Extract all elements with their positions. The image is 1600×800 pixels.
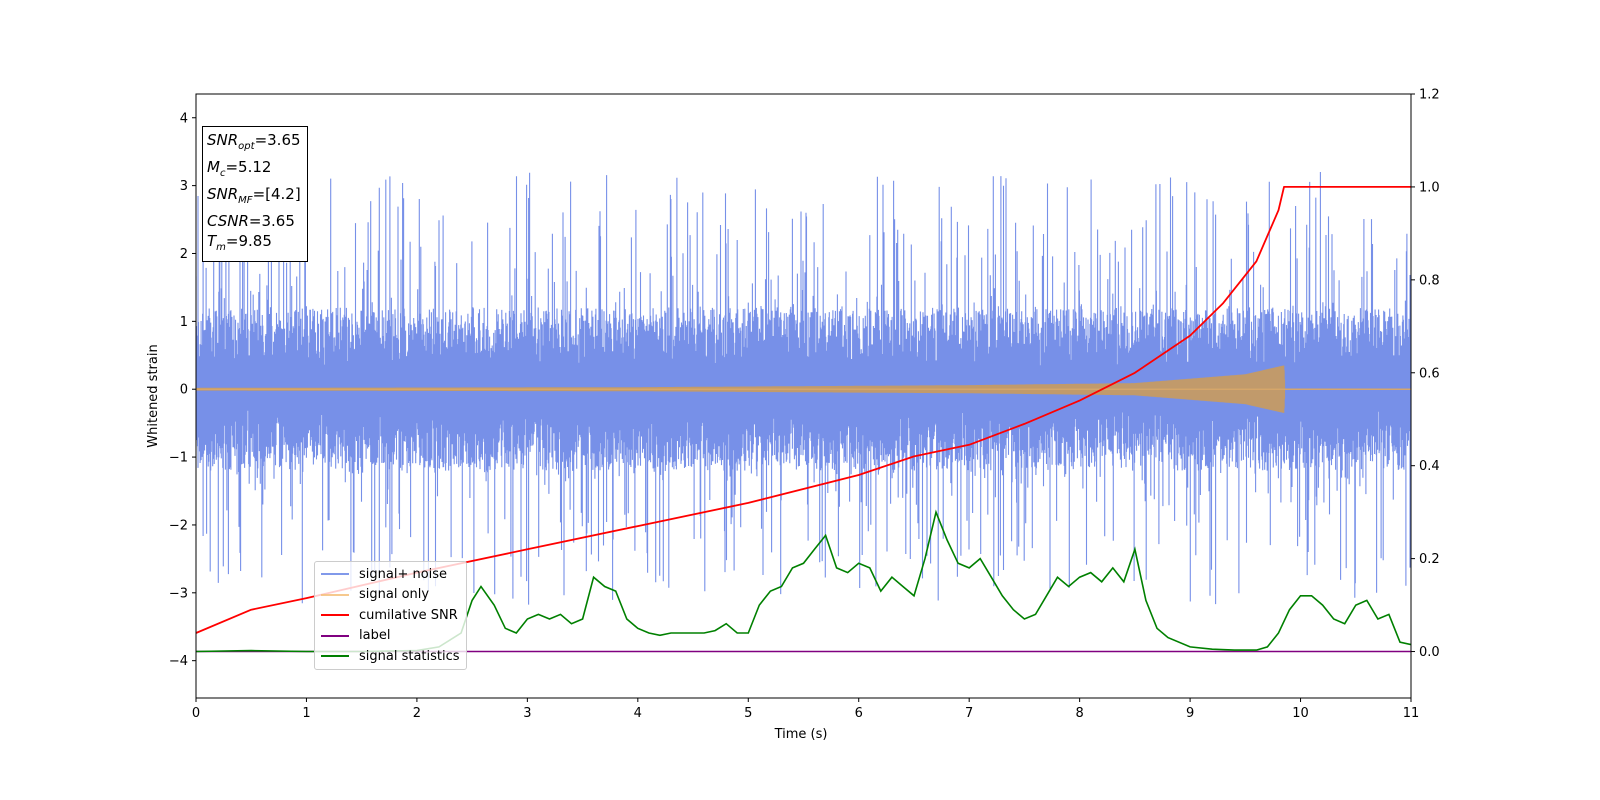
annotation-subscript: m (216, 242, 226, 253)
left-y-tick-label: −1 (169, 451, 188, 466)
parameter-annotation-box: SNRopt=3.65 Mc=5.12 SNRMF=[4.2] CSNR=3.65 Tm… (202, 126, 308, 262)
legend-label: signal statistics (359, 648, 460, 664)
legend-swatch (321, 573, 349, 576)
legend-entry: signal statistics (321, 646, 460, 667)
left-y-tick-label: 2 (180, 247, 188, 262)
annotation-subscript: c (219, 168, 226, 179)
annotation-symbol: CSNR (207, 212, 249, 230)
left-y-tick-label: −3 (169, 586, 188, 601)
legend-entry: cumilative SNR (321, 605, 460, 626)
x-tick-label: 8 (1075, 706, 1083, 721)
left-y-tick-label: −2 (169, 518, 188, 533)
legend-label: signal+ noise (359, 566, 448, 582)
annotation-value: =3.65 (248, 212, 295, 230)
x-tick-label: 4 (634, 706, 642, 721)
x-tick-label: 10 (1292, 706, 1309, 721)
right-y-tick-label: 1.2 (1419, 88, 1440, 103)
y-axis-label: Whitened strain (146, 344, 161, 447)
left-y-tick-label: 0 (180, 383, 188, 398)
x-tick-label: 5 (744, 706, 752, 721)
legend: signal+ noise signal only cumilative SNR la… (314, 561, 467, 670)
right-y-tick-label: 0.6 (1419, 366, 1440, 381)
annotation-row: SNRMF=[4.2] (207, 184, 301, 211)
left-y-tick-label: −4 (169, 654, 188, 669)
annotation-value: =[4.2] (252, 185, 301, 203)
legend-entry: label (321, 626, 460, 647)
legend-entry: signal+ noise (321, 564, 460, 585)
annotation-row: Mc=5.12 (207, 157, 301, 184)
right-y-tick-label: 0.2 (1419, 552, 1440, 567)
x-tick-label: 9 (1186, 706, 1194, 721)
x-axis-label: Time (s) (774, 727, 828, 742)
left-y-tick-label: 1 (180, 315, 188, 330)
signal-statistics-line (196, 509, 1411, 653)
legend-swatch (321, 634, 349, 637)
left-y-tick-label: 3 (180, 179, 188, 194)
series-signal-only (196, 365, 1411, 413)
annotation-row: SNRopt=3.65 (207, 130, 301, 157)
x-tick-label: 7 (965, 706, 973, 721)
annotation-row: CSNR=3.65 (207, 211, 301, 231)
x-tick-label: 6 (855, 706, 863, 721)
annotation-symbol: T (207, 232, 217, 250)
x-tick-label: 11 (1403, 706, 1420, 721)
right-y-axis: 0.0 0.2 0.4 0.6 0.8 1.0 1.2 (1411, 88, 1440, 660)
annotation-symbol: SNR (207, 185, 239, 203)
legend-label: cumilative SNR (359, 607, 458, 623)
left-y-axis: −4 −3 −2 −1 0 1 2 3 4 (169, 111, 196, 669)
annotation-value: =3.65 (254, 131, 301, 149)
legend-label: label (359, 628, 391, 644)
annotation-value: =9.85 (225, 232, 272, 250)
x-tick-label: 3 (523, 706, 531, 721)
right-y-tick-label: 0.8 (1419, 273, 1440, 288)
annotation-symbol: M (207, 158, 220, 176)
x-axis: 0 1 2 3 4 5 6 7 8 9 10 11 (192, 698, 1419, 721)
annotation-subscript: opt (238, 141, 255, 152)
legend-swatch (321, 593, 349, 596)
right-y-tick-label: 0.0 (1419, 645, 1440, 660)
right-y-tick-label: 0.4 (1419, 459, 1440, 474)
legend-entry: signal only (321, 585, 460, 606)
annotation-symbol: SNR (207, 131, 239, 149)
x-tick-label: 0 (192, 706, 200, 721)
right-y-tick-label: 1.0 (1419, 180, 1440, 195)
x-tick-label: 2 (413, 706, 421, 721)
legend-label: signal only (359, 587, 430, 603)
legend-swatch (321, 614, 349, 617)
left-y-tick-label: 4 (180, 111, 188, 126)
annotation-value: =5.12 (225, 158, 272, 176)
annotation-subscript: MF (238, 195, 253, 206)
x-tick-label: 1 (302, 706, 310, 721)
plot-frame (195, 93, 1412, 699)
annotation-row: Tm=9.85 (207, 231, 301, 258)
legend-swatch (321, 655, 349, 658)
